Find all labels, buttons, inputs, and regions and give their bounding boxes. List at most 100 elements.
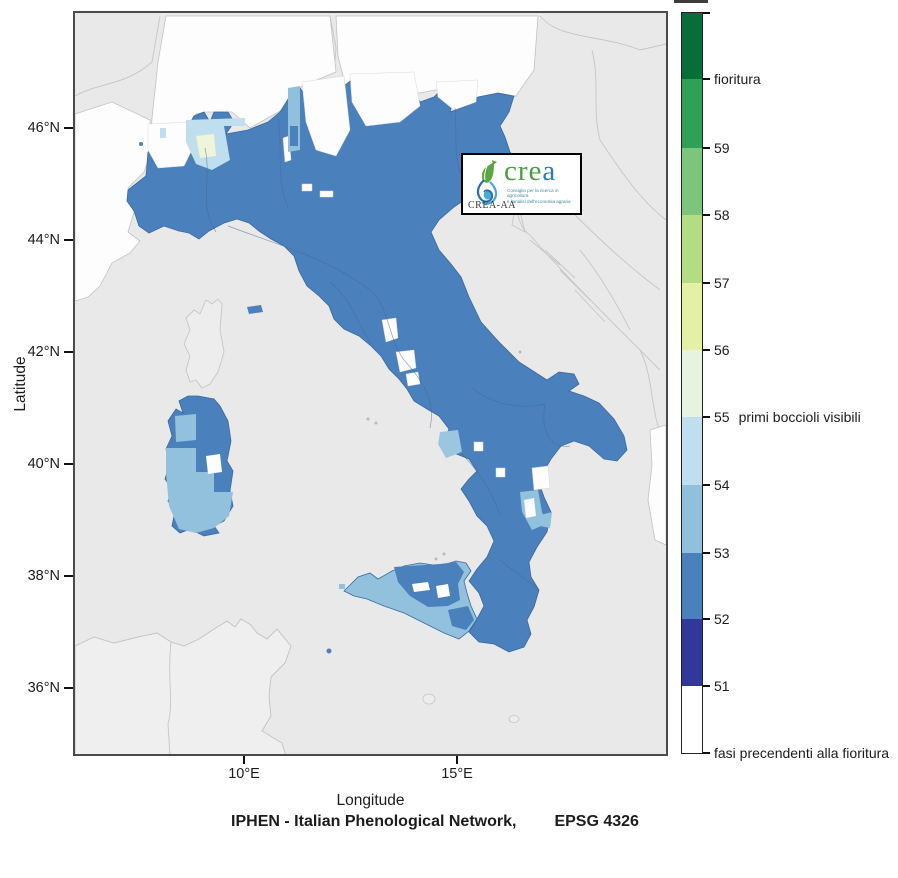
x-tick-label: 10°E — [228, 766, 260, 782]
figure-title-epsg: EPSG 4326 — [554, 813, 639, 830]
colorbar-tick — [703, 484, 710, 486]
neighbour-countries — [75, 15, 666, 546]
y-tick-label: 38°N — [27, 568, 60, 584]
sicily-white-hole-1 — [412, 582, 430, 592]
crea-logo-wordmark: crea — [504, 156, 556, 186]
colorbar-label-59: 59 — [714, 140, 730, 156]
colorbar-segment — [682, 79, 702, 148]
y-tick-label: 44°N — [27, 232, 60, 248]
north-africa-land — [75, 618, 292, 754]
map-plot-area — [73, 11, 668, 756]
colorbar-tick — [703, 214, 710, 216]
nw-blue-cell — [139, 142, 143, 146]
colorbar-segment — [682, 13, 702, 79]
colorbar-label-55-value: 55 — [714, 409, 730, 425]
no-data-cutouts — [147, 71, 551, 491]
colorbar-tick — [703, 12, 710, 14]
colorbar-tick — [703, 78, 710, 80]
colorbar-label-fioritura: fioritura — [714, 71, 761, 87]
colorbar-segment — [682, 417, 702, 485]
colorbar-segment — [682, 215, 702, 283]
colorbar-segment — [682, 686, 702, 753]
colorbar-segment — [682, 350, 702, 417]
figure-title: IPHEN - Italian Phenological Network, EPS… — [135, 813, 735, 831]
colorbar-tick — [703, 147, 710, 149]
colorbar-label-55: 55 primi boccioli visibili — [714, 409, 861, 425]
y-tick-40n — [64, 463, 73, 465]
colorbar-segment — [682, 553, 702, 619]
y-tick-46n — [64, 127, 73, 129]
crea-tagline-line2: e l'analisi dell'economia agraria — [507, 198, 571, 204]
y-tick-38n — [64, 575, 73, 577]
corsica-island — [183, 298, 225, 389]
colorbar-label-55-note: primi boccioli visibili — [738, 409, 861, 425]
campania-light-patch — [438, 430, 462, 458]
nw-light-patch — [160, 128, 166, 138]
y-tick-44n — [64, 239, 73, 241]
africa-border-line — [167, 641, 172, 754]
y-tick-label: 46°N — [27, 120, 60, 136]
colorbar-segment — [682, 485, 702, 553]
y-tick-label: 40°N — [27, 456, 60, 472]
colorbar-label-51: 51 — [714, 678, 730, 694]
colorbar-tick — [703, 416, 710, 418]
crea-tagline-line1: Consiglio per la ricerca in agricoltura — [507, 188, 559, 199]
y-axis-title: Latitude — [12, 356, 29, 412]
crea-wordmark-green: cre — [504, 155, 543, 187]
crea-logo-tagline: Consiglio per la ricerca in agricoltura … — [507, 188, 581, 204]
colorbar-tick — [703, 349, 710, 351]
italy-phenology-map — [75, 13, 666, 754]
ponza-island — [366, 417, 370, 421]
colorbar-label-53: 53 — [714, 545, 730, 561]
ustica-island — [326, 648, 332, 654]
calabria-light-patch-2 — [540, 512, 552, 528]
bbch-colorbar — [681, 12, 703, 754]
colorbar-label-fasi-precedenti: fasi precendenti alla fioritura — [714, 745, 890, 761]
sicily-white-hole-2 — [436, 584, 450, 598]
aeolian-island-2 — [442, 552, 446, 556]
malta-island — [508, 715, 520, 723]
sardinia-white-hole — [206, 454, 222, 474]
colorbar-segment — [682, 148, 702, 215]
ponza-island-2 — [374, 421, 378, 425]
y-tick-label: 36°N — [27, 680, 60, 696]
colorbar-tick — [703, 552, 710, 554]
y-tick-36n — [64, 687, 73, 689]
colorbar-tick — [703, 752, 710, 754]
y-tick-label: 42°N — [27, 344, 60, 360]
region-boundaries — [204, 107, 571, 591]
colorbar-label-57: 57 — [714, 275, 730, 291]
x-tick-15e — [456, 756, 458, 764]
x-tick-10e — [243, 756, 245, 764]
aeolian-island — [434, 557, 438, 561]
albania-coast — [647, 424, 666, 546]
adige-valley-dark-patch — [290, 126, 298, 146]
colorbar-label-54: 54 — [714, 477, 730, 493]
colorbar-label-58: 58 — [714, 207, 730, 223]
figure-title-network: IPHEN - Italian Phenological Network, — [231, 813, 517, 830]
y-tick-42n — [64, 351, 73, 353]
colorbar-tick — [703, 618, 710, 620]
sardinia-nw-light-patch — [175, 414, 196, 442]
pantelleria-island — [422, 693, 436, 705]
crea-logo-glyph — [476, 160, 498, 205]
colorbar-label-52: 52 — [714, 611, 730, 627]
x-axis-title: Longitude — [336, 792, 405, 809]
colorbar-tick — [703, 685, 710, 687]
calabria-white-hole — [524, 498, 536, 518]
elba-island — [247, 305, 263, 314]
crea-aa-label: CREA-AA — [468, 200, 516, 211]
cropped-title-remnant — [674, 0, 708, 3]
x-tick-label: 15°E — [441, 766, 473, 782]
lombardy-bbch55-patch — [196, 134, 216, 158]
colorbar-label-56: 56 — [714, 342, 730, 358]
colorbar-tick — [703, 282, 710, 284]
crea-wordmark-blue: a — [542, 155, 557, 187]
egadi-island — [339, 584, 345, 589]
tremiti-island — [518, 350, 522, 354]
colorbar-segment — [682, 283, 702, 350]
crea-logo-box: crea Consiglio per la ricerca in agricol… — [461, 153, 582, 215]
sicily-se-dark-patch — [448, 606, 474, 630]
colorbar-segment — [682, 619, 702, 686]
